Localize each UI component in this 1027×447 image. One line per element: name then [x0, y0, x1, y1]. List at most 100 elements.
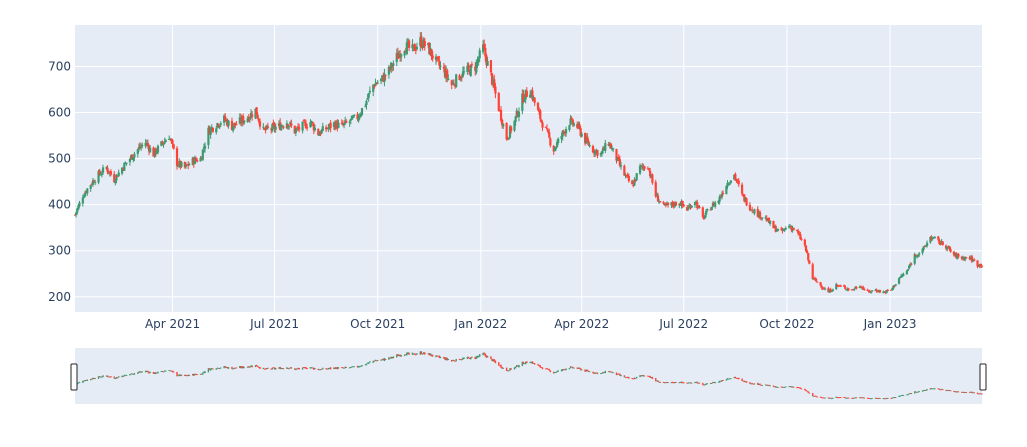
candle-body — [960, 257, 963, 259]
candle-body — [808, 260, 811, 264]
candle-body — [584, 132, 587, 144]
grid-lines — [75, 25, 982, 312]
candle-body — [383, 73, 386, 82]
candle-body — [172, 144, 175, 149]
candle-body — [658, 201, 661, 203]
candle-body — [947, 246, 950, 248]
candle-body — [663, 204, 666, 206]
candle-body — [710, 207, 713, 211]
candle-body — [718, 196, 721, 202]
candle-body — [633, 179, 636, 186]
candle-body — [908, 265, 911, 269]
candle-body — [375, 83, 378, 85]
candle-body — [539, 110, 542, 120]
candle-body — [303, 121, 306, 123]
candle-body — [744, 198, 747, 201]
candle-body — [256, 115, 259, 119]
candle-body — [839, 285, 842, 287]
candle-body — [703, 215, 707, 219]
candle-body — [486, 60, 489, 66]
candle-body — [836, 284, 839, 286]
candle-body — [76, 208, 79, 213]
candle-body — [163, 141, 166, 144]
candle-body — [171, 140, 174, 145]
candle-body — [956, 254, 959, 259]
candle-body — [719, 196, 722, 198]
candle-body — [227, 120, 230, 126]
candle-body — [924, 245, 928, 247]
candle-body — [838, 285, 841, 287]
candle-body — [91, 180, 95, 185]
candle-body — [554, 146, 558, 149]
candle-body — [914, 254, 917, 256]
candle-body — [655, 194, 658, 197]
candle-body — [976, 260, 979, 267]
candle-body — [871, 290, 874, 292]
candle-body — [640, 165, 643, 167]
candle-body — [100, 173, 104, 175]
range-slider-left-handle[interactable] — [70, 363, 78, 391]
candle-body — [970, 256, 974, 262]
candle-body — [571, 119, 574, 125]
candle-body — [321, 126, 324, 131]
candle-body — [400, 54, 403, 57]
candle-body — [234, 122, 237, 125]
candle-body — [235, 124, 238, 126]
candle-body — [522, 93, 525, 103]
candle-body — [767, 218, 771, 224]
candle-body — [693, 202, 697, 206]
x-tick-label: Apr 2021 — [145, 317, 200, 331]
candle-body — [596, 150, 599, 156]
candle-body — [666, 202, 670, 205]
candle-body — [882, 291, 885, 293]
x-tick-label: Oct 2022 — [759, 317, 814, 331]
candle-body — [184, 164, 188, 167]
candle-body — [218, 125, 221, 128]
range-slider-right-handle[interactable] — [979, 363, 987, 391]
candle-body — [711, 202, 715, 207]
candle-body — [964, 256, 967, 260]
candle-body — [915, 256, 919, 258]
candle-body — [884, 291, 887, 293]
candle-body — [885, 289, 888, 293]
candle-body — [756, 208, 759, 217]
candle-body — [570, 118, 573, 120]
candle-body — [670, 202, 673, 206]
candle-body — [450, 80, 453, 86]
x-tick-label: Apr 2022 — [554, 317, 609, 331]
candle-body — [459, 78, 462, 80]
candle-body — [493, 79, 496, 88]
candle-body — [326, 128, 329, 130]
candle-body — [513, 120, 516, 131]
candle-body — [672, 204, 675, 207]
candle-body — [192, 158, 195, 165]
candle-body — [962, 257, 966, 260]
x-tick-label: Oct 2021 — [350, 317, 405, 331]
candle-body — [368, 90, 371, 93]
candle-body — [274, 126, 277, 130]
candle-body — [678, 204, 681, 206]
candle-body — [396, 53, 399, 59]
candle-body — [178, 161, 181, 166]
candle-body — [585, 137, 588, 144]
y-tick-label: 500 — [48, 152, 71, 166]
candle-body — [141, 145, 144, 147]
range-slider[interactable] — [70, 348, 987, 404]
candle-body — [414, 49, 417, 51]
candle-body — [781, 229, 784, 232]
candle-body — [654, 182, 657, 197]
candle-body — [784, 228, 787, 230]
candle-body — [532, 96, 535, 100]
candle-body — [113, 174, 116, 183]
candle-body — [772, 221, 775, 229]
candle-body — [353, 114, 356, 117]
candle-body — [413, 43, 416, 51]
candle-body — [327, 127, 330, 129]
candle-body — [376, 82, 379, 84]
candle-body — [105, 167, 108, 169]
candle-body — [219, 123, 222, 125]
candle-body — [258, 121, 262, 127]
candle-body — [812, 278, 815, 280]
candle-body — [411, 44, 414, 49]
